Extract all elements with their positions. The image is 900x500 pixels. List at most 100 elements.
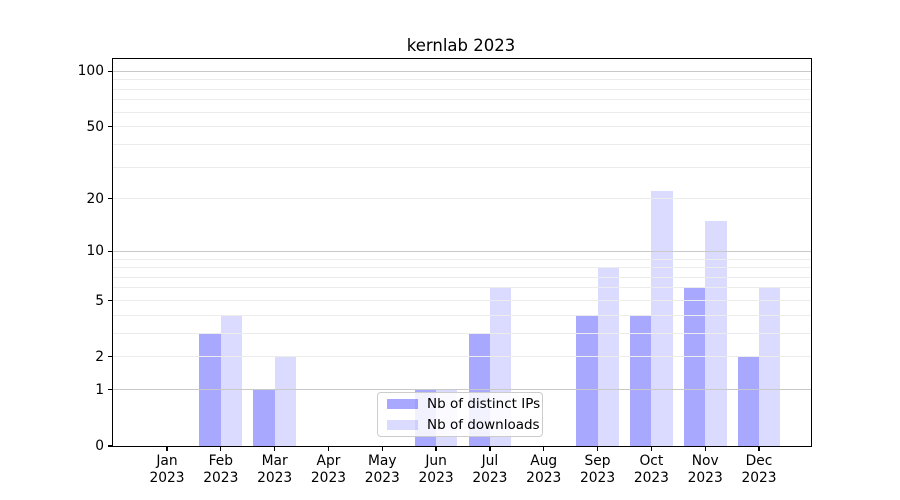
x-tick-label: Apr 2023 xyxy=(296,453,360,486)
gridline-minor xyxy=(113,287,811,289)
gridline-major xyxy=(113,250,811,252)
bar-distinct-ips-sep xyxy=(576,315,598,446)
x-tick-label-year: 2023 xyxy=(687,469,723,486)
x-tick-label-month: Feb xyxy=(208,453,234,469)
bar-downloads-feb xyxy=(220,315,243,446)
y-tick-label: 20 xyxy=(86,190,104,207)
gridline-minor xyxy=(113,99,811,101)
x-tick xyxy=(273,447,276,452)
x-tick-label-month: Jul xyxy=(481,453,499,469)
x-tick-label: Sep 2023 xyxy=(566,453,630,486)
legend-item-distinct-ips: Nb of distinct IPs xyxy=(387,396,540,412)
gridline-minor xyxy=(113,111,811,113)
x-tick-label: Feb 2023 xyxy=(189,453,253,486)
x-tick-label-month: Jan xyxy=(156,453,178,469)
y-tick-label: 0 xyxy=(95,438,104,454)
bar-downloads-mar xyxy=(274,356,297,446)
legend: Nb of distinct IPs Nb of downloads xyxy=(377,392,543,437)
x-tick-label-year: 2023 xyxy=(364,469,400,486)
x-tick xyxy=(650,447,653,452)
x-tick-label-year: 2023 xyxy=(472,469,508,486)
x-tick xyxy=(489,447,491,452)
x-tick xyxy=(381,447,383,452)
y-tick xyxy=(107,356,112,358)
gridline-minor xyxy=(113,143,811,145)
legend-item-downloads: Nb of downloads xyxy=(387,417,540,433)
x-tick xyxy=(596,447,599,452)
gridline-minor xyxy=(113,314,811,316)
gridline-major xyxy=(113,70,811,72)
y-tick xyxy=(107,250,112,252)
x-tick-label-year: 2023 xyxy=(310,469,347,486)
x-tick-label: Jan 2023 xyxy=(135,453,199,486)
legend-label-downloads: Nb of downloads xyxy=(427,417,540,433)
x-tick-label-month: Oct xyxy=(639,453,664,469)
legend-label-distinct-ips: Nb of distinct IPs xyxy=(427,396,541,412)
x-tick-label-month: Mar xyxy=(261,453,288,469)
gridline-minor xyxy=(113,332,811,334)
gridline-minor xyxy=(113,276,811,278)
x-tick-label-year: 2023 xyxy=(579,469,616,486)
x-tick xyxy=(327,447,330,452)
x-tick-label: Nov 2023 xyxy=(673,453,737,486)
x-tick xyxy=(758,447,760,452)
bar-distinct-ips-mar xyxy=(253,389,275,446)
x-tick-label: Jul 2023 xyxy=(458,453,522,486)
gridline-minor xyxy=(113,198,811,200)
x-tick-label-year: 2023 xyxy=(418,469,454,486)
y-tick xyxy=(107,299,112,302)
gridline-minor xyxy=(113,300,811,301)
x-tick xyxy=(166,447,168,452)
y-tick-label: 5 xyxy=(95,292,104,309)
gridline-minor xyxy=(113,126,811,128)
bar-distinct-ips-oct xyxy=(629,315,652,446)
gridline-minor xyxy=(113,258,811,260)
y-tick-label: 10 xyxy=(86,243,104,260)
x-tick xyxy=(435,447,437,452)
x-tick-label: Aug 2023 xyxy=(512,453,576,486)
legend-swatch-downloads xyxy=(387,419,418,431)
x-tick xyxy=(220,447,222,452)
x-tick xyxy=(704,447,706,452)
gridline-minor xyxy=(113,79,811,81)
x-tick-label-month: May xyxy=(368,453,397,469)
x-tick-label-month: Aug xyxy=(530,453,558,469)
gridline-minor xyxy=(113,166,811,168)
x-tick-label-year: 2023 xyxy=(257,469,293,486)
x-tick-label-month: Sep xyxy=(584,453,611,469)
y-tick-label: 2 xyxy=(95,348,104,365)
y-tick-label: 1 xyxy=(95,381,104,398)
y-tick xyxy=(107,445,112,447)
bar-distinct-ips-dec xyxy=(737,356,759,446)
x-tick-label-year: 2023 xyxy=(149,469,185,486)
x-tick-label: May 2023 xyxy=(350,453,414,486)
x-tick-label-year: 2023 xyxy=(741,469,777,486)
x-tick-label: Oct 2023 xyxy=(619,453,683,486)
y-tick xyxy=(107,198,112,200)
gridline-minor xyxy=(113,88,811,90)
x-tick-label-year: 2023 xyxy=(203,469,239,486)
gridline-minor xyxy=(113,267,811,269)
x-tick-label-month: Nov xyxy=(691,453,719,469)
gridline-major xyxy=(113,389,811,391)
x-tick xyxy=(543,447,545,452)
x-tick-label: Mar 2023 xyxy=(243,453,307,486)
y-tick-label: 100 xyxy=(77,63,104,80)
x-tick-label-year: 2023 xyxy=(526,469,562,486)
plot-area: Dec 2023 Nov 2023 Oct 2023 Sep 2023 Aug 2023 Jul 20… xyxy=(78,58,812,486)
bar-downloads-oct xyxy=(651,191,673,446)
y-tick xyxy=(107,389,112,391)
x-tick-label: Jun 2023 xyxy=(404,453,468,486)
chart-title: kernlab 2023 xyxy=(406,36,516,55)
y-tick-label: 50 xyxy=(86,118,104,135)
x-tick-label-month: Jun xyxy=(425,453,447,469)
bar-downloads-dec xyxy=(759,288,781,446)
x-tick-label-month: Apr xyxy=(316,453,341,469)
bar-distinct-ips-nov xyxy=(683,288,706,446)
gridline-minor xyxy=(113,356,811,358)
x-tick-label-month: Dec xyxy=(745,453,773,469)
y-tick xyxy=(107,126,112,128)
x-tick-label: Dec 2023 xyxy=(727,453,791,486)
y-tick xyxy=(107,70,112,72)
